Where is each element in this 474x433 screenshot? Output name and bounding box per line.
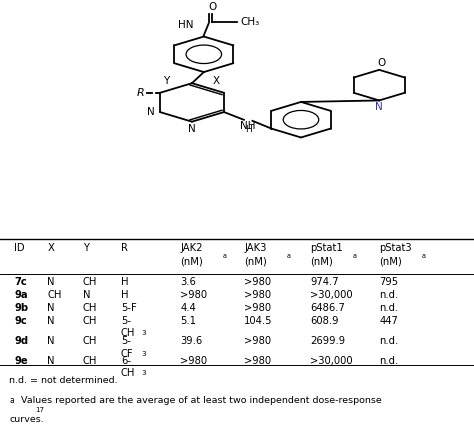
Text: O: O [377,58,386,68]
Text: >980: >980 [244,303,271,313]
Text: 974.7: 974.7 [310,278,339,288]
Text: N: N [47,303,55,313]
Text: 447: 447 [379,316,398,326]
Text: CH: CH [83,356,97,366]
Text: >30,000: >30,000 [310,290,353,300]
Text: n.d.: n.d. [379,336,399,346]
Text: H: H [121,278,128,288]
Text: CH: CH [121,368,135,378]
Text: O: O [208,2,217,12]
Text: n.d.: n.d. [379,290,399,300]
Text: 9d: 9d [14,336,28,346]
Text: (nM): (nM) [310,257,333,267]
Text: N: N [83,290,91,300]
Text: 608.9: 608.9 [310,316,339,326]
Text: >980: >980 [180,356,207,366]
Text: 6-: 6- [121,356,131,366]
Text: 5-F: 5-F [121,303,137,313]
Text: 4.4: 4.4 [180,303,196,313]
Text: N: N [188,124,196,134]
Text: CH: CH [83,278,97,288]
Text: 5.1: 5.1 [180,316,196,326]
Text: 9e: 9e [14,356,28,366]
Text: CH: CH [121,328,135,338]
Text: N: N [47,316,55,326]
Text: N: N [47,336,55,346]
Text: a: a [286,253,290,259]
Text: X: X [47,243,55,253]
Text: (nM): (nM) [244,257,267,267]
Text: pStat1: pStat1 [310,243,343,253]
Text: X: X [213,76,220,86]
Text: >30,000: >30,000 [310,356,353,366]
Text: R: R [121,243,128,253]
Text: 2699.9: 2699.9 [310,336,346,346]
Text: >980: >980 [244,356,271,366]
Text: 7c: 7c [14,278,27,288]
Text: 795: 795 [379,278,398,288]
Text: N: N [375,102,383,112]
Text: a: a [421,253,425,259]
Text: 5-: 5- [121,336,131,346]
Text: JAK2: JAK2 [180,243,202,253]
Text: a: a [353,253,356,259]
Text: N: N [47,356,55,366]
Text: pStat3: pStat3 [379,243,412,253]
Text: 3.6: 3.6 [180,278,196,288]
Text: CH: CH [83,316,97,326]
Text: 3: 3 [141,370,146,376]
Text: CH: CH [47,290,62,300]
Text: Values reported are the average of at least two independent dose-response: Values reported are the average of at le… [21,396,382,404]
Text: n.d.: n.d. [379,356,399,366]
Text: n.d.: n.d. [379,303,399,313]
Text: 3: 3 [141,351,146,357]
Text: H: H [245,125,252,134]
Text: a: a [222,253,226,259]
Text: a: a [9,396,14,404]
Text: 3: 3 [141,330,146,336]
Text: 104.5: 104.5 [244,316,273,326]
Text: 9b: 9b [14,303,28,313]
Text: (nM): (nM) [180,257,203,267]
Text: curves.: curves. [9,415,44,424]
Text: Y: Y [163,75,169,86]
Text: R: R [137,88,144,98]
Text: 6486.7: 6486.7 [310,303,346,313]
Text: CF: CF [121,349,134,359]
Text: 5-: 5- [121,316,131,326]
Text: H: H [121,290,128,300]
Text: CH: CH [83,303,97,313]
Text: N: N [146,107,154,117]
Text: >980: >980 [244,290,271,300]
Text: CH: CH [83,336,97,346]
Text: 17: 17 [36,407,45,414]
Text: HN: HN [178,19,193,29]
Text: >980: >980 [244,336,271,346]
Text: n.d. = not determined.: n.d. = not determined. [9,376,118,385]
Text: NH: NH [240,121,255,131]
Text: CH₃: CH₃ [240,17,260,27]
Text: 9c: 9c [14,316,27,326]
Text: 9a: 9a [14,290,28,300]
Text: 39.6: 39.6 [180,336,202,346]
Text: N: N [47,278,55,288]
Text: >980: >980 [180,290,207,300]
Text: ID: ID [14,243,25,253]
Text: Y: Y [83,243,89,253]
Text: JAK3: JAK3 [244,243,266,253]
Text: (nM): (nM) [379,257,402,267]
Text: >980: >980 [244,278,271,288]
